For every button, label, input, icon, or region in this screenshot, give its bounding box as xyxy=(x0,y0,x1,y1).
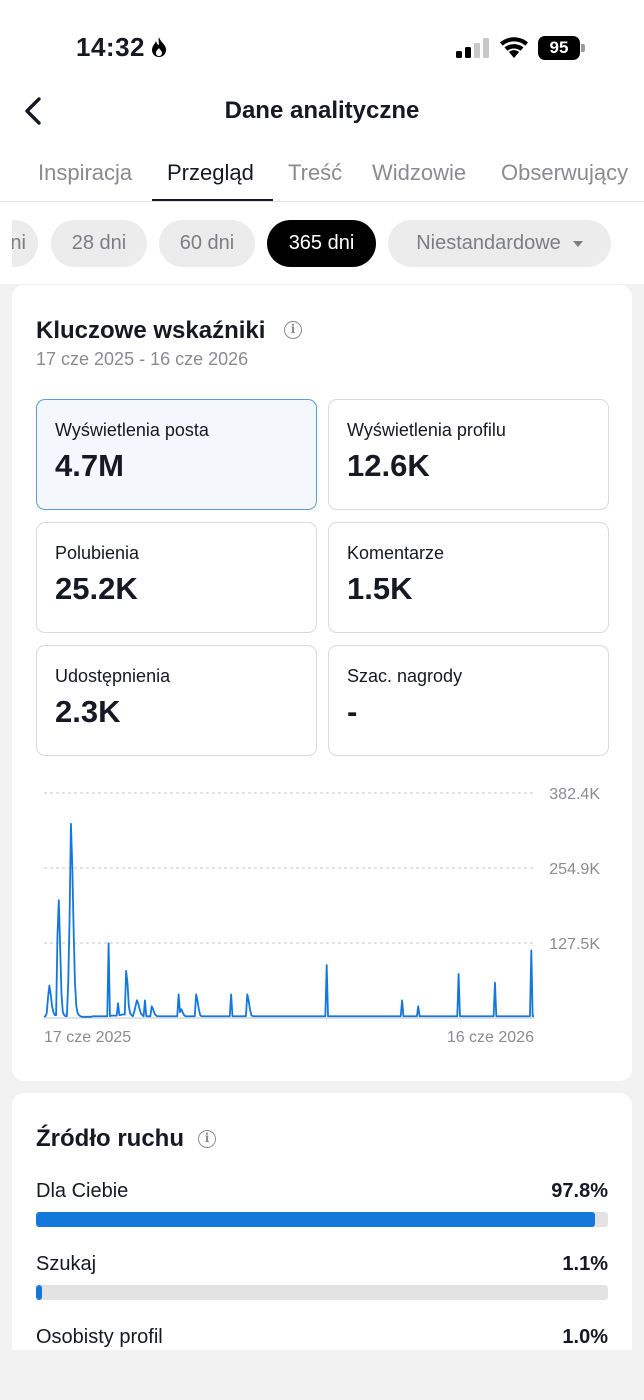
active-tab-indicator xyxy=(152,199,273,201)
source-label: Szukaj xyxy=(36,1253,97,1275)
chip-28-days[interactable]: 28 dni xyxy=(51,220,147,267)
chart-x-tick-label: 17 cze 2025 xyxy=(44,1029,131,1045)
traffic-source-card: Źródło ruchu i Dla Ciebie 97.8% Szukaj 1… xyxy=(12,1093,632,1350)
metric-shares[interactable]: Udostępnienia 2.3K xyxy=(36,645,317,756)
chip-custom[interactable]: Niestandardowe xyxy=(388,220,611,267)
tab-tresc[interactable]: Treść xyxy=(288,160,343,185)
tab-widzowie[interactable]: Widzowie xyxy=(372,160,467,185)
wifi-icon xyxy=(500,37,528,58)
key-metrics-card: Kluczowe wskaźniki i 17 cze 2025 - 16 cz… xyxy=(12,285,632,1081)
metric-value: 12.6K xyxy=(347,448,430,483)
chip-7-days[interactable]: ni xyxy=(12,220,38,267)
page-title: Dane analityczne xyxy=(224,97,420,124)
date-range-chips: ni 28 dni 60 dni 365 dni Niestandardowe xyxy=(12,220,644,268)
back-arrow-icon[interactable] xyxy=(20,94,50,128)
status-time: 14:32 xyxy=(76,32,145,62)
chart-y-tick-label: 382.4K xyxy=(549,786,600,803)
metric-label: Wyświetlenia profilu xyxy=(347,420,506,440)
metric-label: Polubienia xyxy=(55,543,140,563)
metric-post-views[interactable]: Wyświetlenia posta 4.7M xyxy=(36,399,317,510)
chart-x-tick-label: 16 cze 2026 xyxy=(447,1029,534,1045)
metric-label: Wyświetlenia posta xyxy=(55,420,209,440)
metric-value: 1.5K xyxy=(347,571,413,606)
dropdown-arrow-icon xyxy=(572,240,583,247)
metric-value: 2.3K xyxy=(55,694,121,729)
metric-value: 25.2K xyxy=(55,571,138,606)
battery-level: 95 xyxy=(538,36,580,60)
source-bar-track xyxy=(36,1285,608,1300)
source-value: 97.8% xyxy=(551,1180,608,1202)
info-icon[interactable]: i xyxy=(198,1130,216,1148)
source-value: 1.0% xyxy=(562,1326,608,1348)
chart-y-tick-label: 254.9K xyxy=(549,861,600,878)
post-views-chart: 127.5K 254.9K 382.4K 17 cze 2025 16 cze 2026 xyxy=(43,786,600,1045)
metric-est-rewards[interactable]: Szac. nagrody - xyxy=(328,645,609,756)
chip-custom-label: Niestandardowe xyxy=(416,232,561,254)
status-bar: 14:32 95 xyxy=(0,0,644,90)
metric-likes[interactable]: Polubienia 25.2K xyxy=(36,522,317,633)
metric-profile-views[interactable]: Wyświetlenia profilu 12.6K xyxy=(328,399,609,510)
chart-y-tick-label: 127.5K xyxy=(549,936,600,953)
top-area: 14:32 95 Dane analityczne Inspiracja Prz… xyxy=(0,0,644,284)
metric-label: Udostępnienia xyxy=(55,666,171,686)
battery-tip xyxy=(581,44,585,52)
source-label: Dla Ciebie xyxy=(36,1180,129,1202)
metric-label: Komentarze xyxy=(347,543,445,563)
source-bar-fill xyxy=(36,1285,43,1300)
tab-obserwujacy[interactable]: Obserwujący xyxy=(501,160,629,185)
fire-icon xyxy=(152,37,166,57)
battery-indicator: 95 xyxy=(538,36,586,60)
source-value: 1.1% xyxy=(562,1253,608,1275)
metric-label: Szac. nagrody xyxy=(347,666,463,686)
chip-365-days[interactable]: 365 dni xyxy=(267,220,376,267)
info-icon[interactable]: i xyxy=(284,321,302,339)
metric-comments[interactable]: Komentarze 1.5K xyxy=(328,522,609,633)
source-label: Osobisty profil xyxy=(36,1326,163,1348)
traffic-source-title: Źródło ruchu xyxy=(36,1125,184,1152)
metric-value: 4.7M xyxy=(55,448,124,483)
tab-inspiracja[interactable]: Inspiracja xyxy=(38,160,133,185)
metric-value: - xyxy=(347,694,358,729)
source-bar-fill xyxy=(36,1212,596,1227)
tab-bar: Inspiracja Przegląd Treść Widzowie Obser… xyxy=(0,152,644,202)
cellular-signal-icon xyxy=(456,38,489,58)
chip-60-days[interactable]: 60 dni xyxy=(159,220,255,267)
tab-przeglad[interactable]: Przegląd xyxy=(167,160,254,185)
date-range-label: 17 cze 2025 - 16 cze 2026 xyxy=(36,349,249,369)
chart-series-line xyxy=(43,822,534,1018)
key-metrics-title: Kluczowe wskaźniki xyxy=(36,317,266,344)
source-bar-track xyxy=(36,1212,608,1227)
